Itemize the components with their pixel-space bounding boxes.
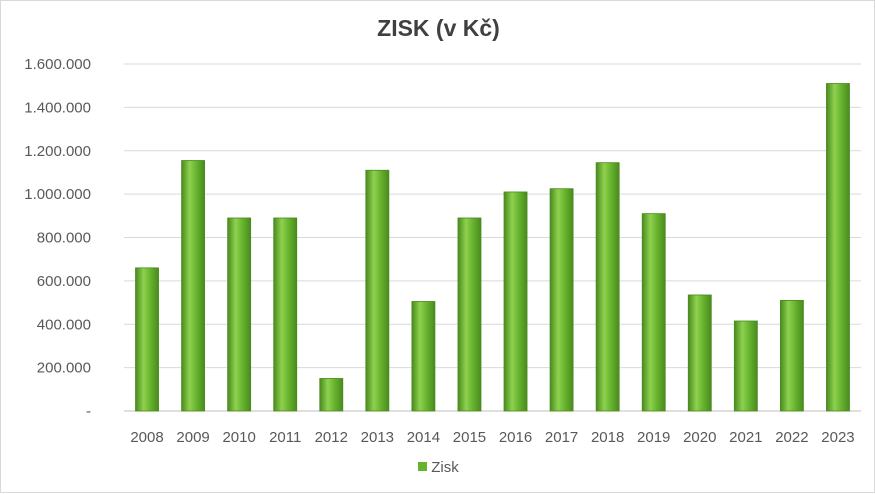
bar-2011 xyxy=(273,217,298,412)
bar-2012 xyxy=(319,378,344,412)
x-tick-label: 2016 xyxy=(499,429,532,446)
bar-2010 xyxy=(227,217,252,412)
x-tick-label: 2010 xyxy=(222,429,255,446)
y-tick-label: 600.000 xyxy=(37,273,91,290)
x-tick-label: 2018 xyxy=(591,429,624,446)
y-tick-label: 1.400.000 xyxy=(24,99,91,116)
y-tick-label: 800.000 xyxy=(37,230,91,247)
x-tick-label: 2014 xyxy=(407,429,440,446)
x-tick-label: 2015 xyxy=(453,429,486,446)
y-tick-label: 1.600.000 xyxy=(24,56,91,73)
x-tick-label: 2009 xyxy=(176,429,209,446)
bar-2019 xyxy=(641,213,666,412)
x-tick-label: 2012 xyxy=(315,429,348,446)
legend-label: Zisk xyxy=(431,459,459,476)
y-tick-label: 1.200.000 xyxy=(24,143,91,160)
bar-2022 xyxy=(779,299,804,412)
bar-2017 xyxy=(549,188,574,412)
y-tick-label: 400.000 xyxy=(37,316,91,333)
x-tick-label: 2013 xyxy=(361,429,394,446)
bar-2016 xyxy=(503,191,528,412)
y-tick-label: 1.000.000 xyxy=(24,186,91,203)
x-tick-label: 2017 xyxy=(545,429,578,446)
bar-2015 xyxy=(457,217,482,412)
bar-2008 xyxy=(135,267,159,412)
bar-2023 xyxy=(826,83,850,412)
x-tick-label: 2008 xyxy=(130,429,163,446)
x-tick-label: 2023 xyxy=(821,429,854,446)
bar-2014 xyxy=(411,301,436,412)
x-tick-label: 2021 xyxy=(729,429,762,446)
x-tick-label: 2022 xyxy=(775,429,808,446)
y-tick-label: - xyxy=(86,403,91,420)
x-tick-label: 2020 xyxy=(683,429,716,446)
bar-2021 xyxy=(733,320,758,412)
legend-swatch xyxy=(418,462,428,471)
x-tick-label: 2019 xyxy=(637,429,670,446)
y-tick-label: 200.000 xyxy=(37,360,91,377)
chart-title: ZISK (v Kč) xyxy=(377,15,500,41)
bar-2013 xyxy=(365,169,390,412)
x-tick-label: 2011 xyxy=(269,429,301,446)
bar-2020 xyxy=(687,294,712,412)
legend: Zisk xyxy=(1,459,875,476)
bar-2009 xyxy=(181,160,206,412)
bar-2018 xyxy=(595,162,620,412)
